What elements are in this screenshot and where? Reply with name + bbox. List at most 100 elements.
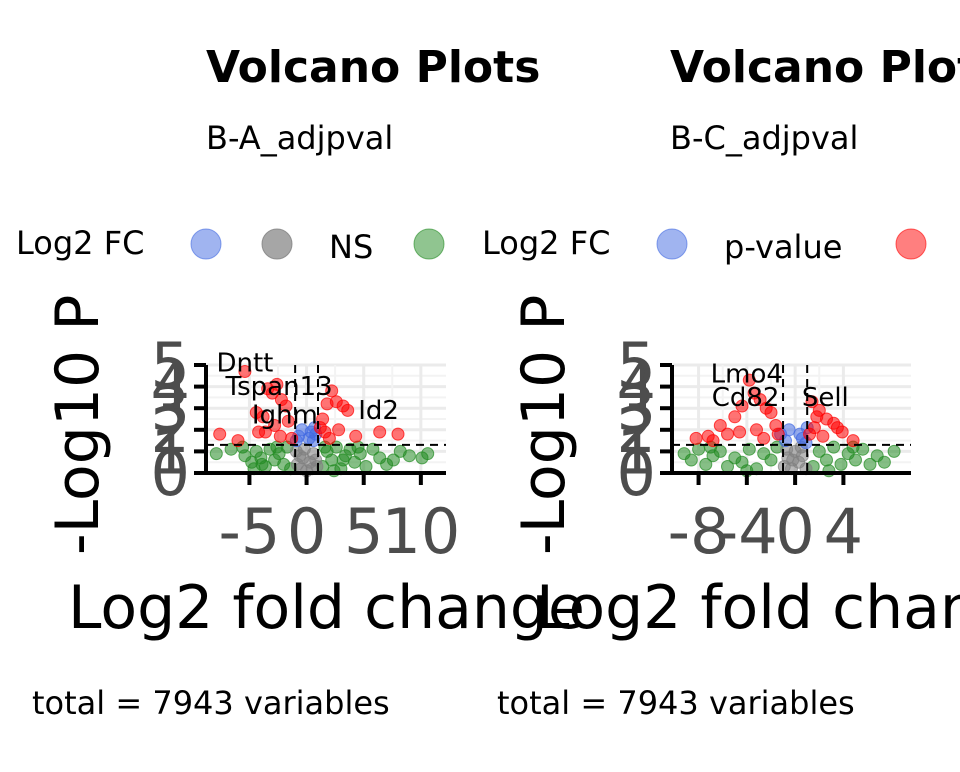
panel-1-point-red-9 bbox=[268, 419, 282, 432]
panel-1-point-green-30 bbox=[386, 453, 400, 467]
panel-1-legend-label-3: Log2 FC bbox=[482, 224, 610, 262]
panel-2: Volcano Plots B-C_adjpval p-value -Log10… bbox=[497, 42, 960, 722]
panel-2-point-red-20 bbox=[816, 429, 830, 443]
panel-2-xtick-label-1: -4 bbox=[716, 495, 778, 568]
panel-2-point-red-7 bbox=[713, 419, 727, 432]
panel-1-point-red-3 bbox=[270, 377, 284, 391]
panel-2-caption: total = 7943 variables bbox=[497, 684, 855, 722]
panel-1-point-green-15 bbox=[270, 440, 284, 454]
panel-1-ytick-label-5: 5 bbox=[151, 329, 190, 402]
panel-2-point-green-20 bbox=[849, 453, 862, 467]
panel-2-gene-label-2: Sell bbox=[802, 383, 849, 413]
panel-1-gene-label-3: Id2 bbox=[358, 396, 399, 426]
panel-2-ytick-label-2: 2 bbox=[617, 394, 656, 467]
panel-1-legend-label-1: Log2 FC bbox=[16, 224, 144, 262]
panel-1-xtick-label-0: -5 bbox=[218, 495, 280, 568]
panel-1-xtick-label-2: 5 bbox=[344, 495, 383, 568]
panel-2-legend-key-blue bbox=[656, 228, 688, 260]
panel-2-point-red-27 bbox=[803, 427, 817, 441]
panel-1-gene-label-2: Ighm bbox=[252, 400, 318, 430]
panel-2-ytick-label-3: 3 bbox=[617, 372, 656, 445]
panel-1-point-green-38 bbox=[351, 440, 365, 454]
panel-2-point-red-22 bbox=[810, 410, 824, 424]
panel-1-point-red-12 bbox=[231, 434, 245, 448]
panel-1-point-green-27 bbox=[366, 442, 380, 456]
panel-1-point-red-0 bbox=[238, 365, 252, 378]
panel-2-point-red-6 bbox=[764, 406, 778, 419]
panel-2-ytick-label-4: 4 bbox=[617, 351, 656, 424]
panel-1-gene-label-0: Dntt bbox=[216, 349, 273, 379]
panel-1-point-red-23 bbox=[332, 423, 346, 437]
panel-2-point-red-9 bbox=[689, 431, 703, 445]
panel-1-point-green-19 bbox=[325, 453, 339, 467]
panel-1-legend-label-2: NS bbox=[329, 228, 373, 266]
panel-1-point-red-18 bbox=[325, 384, 339, 398]
panel-1-xtick-label-1: 0 bbox=[287, 495, 326, 568]
panel-2-point-red-5 bbox=[728, 410, 742, 424]
panel-1-ytick-label-1: 1 bbox=[151, 415, 190, 488]
panel-2-ylabel-text: -Log10 P bbox=[509, 295, 579, 555]
panel-1-ytick-label-4: 4 bbox=[151, 351, 190, 424]
panel-2-xtick-label-3: 4 bbox=[824, 495, 863, 568]
panel-1-title: Volcano Plots bbox=[206, 42, 540, 93]
panel-1-legend-key-grey bbox=[261, 228, 293, 260]
panel-2-point-red-4 bbox=[735, 399, 749, 413]
panel-2-point-green-9 bbox=[742, 442, 756, 456]
panel-2-gene-label-1: Cd82 bbox=[712, 383, 780, 413]
panel-1-legend-key-green bbox=[413, 228, 445, 260]
panel-1-point-grey-11 bbox=[293, 449, 307, 463]
panel-1-point-red-25 bbox=[373, 425, 387, 439]
panel-2-point-green-1 bbox=[684, 453, 698, 467]
panel-1-point-red-13 bbox=[273, 429, 287, 443]
panel-2-point-blue-2 bbox=[782, 423, 796, 437]
panel-1-point-green-26 bbox=[359, 460, 373, 473]
panel-2-xlabel: Log2 fold change bbox=[536, 573, 960, 643]
panel-2-point-red-24 bbox=[757, 431, 771, 445]
panel-2-point-red-12 bbox=[750, 423, 763, 437]
panel-1-xlabel: Log2 fold change bbox=[68, 573, 585, 643]
panel-2-ytick-label-1: 1 bbox=[617, 415, 656, 488]
panel-2-ytick-label-5: 5 bbox=[617, 329, 656, 402]
panel-1-legend: Log2 FC NS Log2 FC bbox=[16, 224, 610, 266]
panel-2-point-green-24 bbox=[877, 455, 891, 469]
panel-1-point-red-24 bbox=[349, 429, 363, 443]
panel-1: Volcano Plots B-A_adjpval Log2 FC NS Log… bbox=[16, 42, 610, 722]
panel-1-point-green-37 bbox=[336, 453, 350, 467]
panel-1-gene-label-1: Tspan13 bbox=[225, 372, 333, 402]
panel-2-point-red-23 bbox=[771, 427, 785, 441]
panel-1-ytick-label-2: 2 bbox=[151, 394, 190, 467]
panel-2-point-grey-9 bbox=[786, 453, 800, 467]
panel-1-point-green-34 bbox=[421, 447, 435, 461]
panel-2-point-red-21 bbox=[846, 434, 860, 448]
panel-2-point-red-14 bbox=[805, 395, 819, 409]
panel-1-point-blue-6 bbox=[302, 431, 316, 445]
panel-1-ylabel: -Log10 P bbox=[43, 295, 113, 555]
panel-1-point-red-15 bbox=[258, 425, 272, 439]
panel-1-point-red-28 bbox=[322, 431, 336, 445]
panel-1-caption: total = 7943 variables bbox=[32, 684, 390, 722]
panel-2-point-red-0 bbox=[742, 373, 756, 387]
panel-2-point-green-18 bbox=[834, 457, 848, 471]
panel-2-point-green-25 bbox=[887, 444, 901, 458]
panel-1-point-green-16 bbox=[255, 457, 269, 471]
panel-2-ylabel: -Log10 P bbox=[509, 295, 579, 555]
panel-2-point-red-13 bbox=[733, 425, 747, 439]
panel-1-point-green-0 bbox=[209, 447, 223, 461]
panel-2-subtitle: B-C_adjpval bbox=[670, 119, 858, 157]
panel-1-ytick-label-0: 0 bbox=[151, 437, 190, 510]
panel-2-point-green-12 bbox=[764, 453, 778, 467]
panel-1-point-red-26 bbox=[391, 427, 405, 441]
panel-2-point-red-26 bbox=[830, 421, 844, 435]
panel-2-gene-label-0: Lmo4 bbox=[711, 359, 783, 389]
panel-2-point-green-22 bbox=[863, 457, 877, 471]
panel-1-point-grey-10 bbox=[309, 453, 323, 467]
panel-1-point-red-11 bbox=[213, 427, 227, 441]
panel-2-xtick-label-2: 0 bbox=[775, 495, 814, 568]
panel-2-ytick-label-0: 0 bbox=[617, 437, 656, 510]
panel-1-point-green-32 bbox=[402, 449, 416, 463]
panel-2-point-red-25 bbox=[706, 434, 720, 448]
